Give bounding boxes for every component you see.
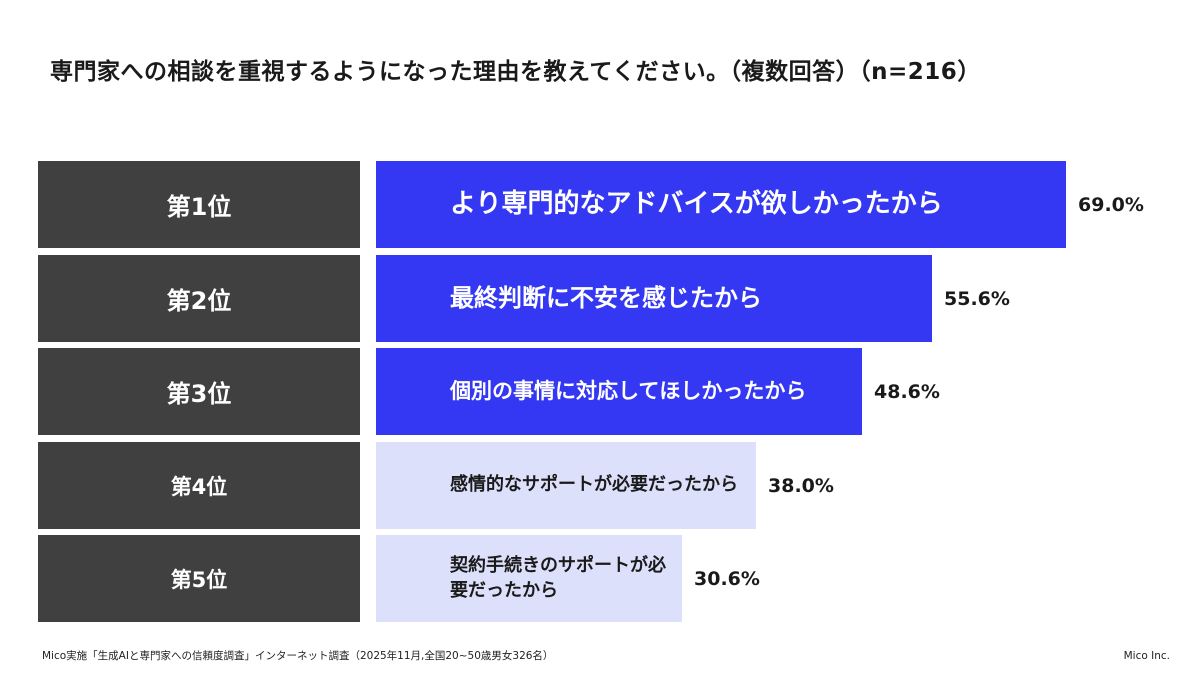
bar: 個別の事情に対応してほしかったから bbox=[376, 348, 862, 435]
value-label: 69.0% bbox=[1078, 193, 1144, 216]
value-label: 48.6% bbox=[874, 380, 940, 403]
bar: 感情的なサポートが必要だったから bbox=[376, 442, 756, 529]
chart-row: 第5位 契約手続きのサポートが必要だったから 30.6% bbox=[0, 535, 1200, 622]
rank-label: 第5位 bbox=[38, 535, 360, 622]
value-label: 30.6% bbox=[694, 567, 760, 590]
category-label: 最終判断に不安を感じたから bbox=[450, 284, 762, 313]
chart-row: 第1位 より専門的なアドバイスが欲しかったから 69.0% bbox=[0, 161, 1200, 248]
bar: 契約手続きのサポートが必要だったから bbox=[376, 535, 682, 622]
category-label: 個別の事情に対応してほしかったから bbox=[450, 379, 807, 404]
chart-row: 第4位 感情的なサポートが必要だったから 38.0% bbox=[0, 442, 1200, 529]
bar: 最終判断に不安を感じたから bbox=[376, 255, 932, 342]
category-label: より専門的なアドバイスが欲しかったから bbox=[450, 188, 943, 219]
company-name: Mico Inc. bbox=[1123, 650, 1170, 662]
bar: より専門的なアドバイスが欲しかったから bbox=[376, 161, 1066, 248]
value-label: 55.6% bbox=[944, 287, 1010, 310]
source-footnote: Mico実施「生成AIと専門家への信頼度調査」インターネット調査（2025年11… bbox=[42, 650, 554, 662]
rank-label: 第1位 bbox=[38, 161, 360, 248]
chart-row: 第2位 最終判断に不安を感じたから 55.6% bbox=[0, 255, 1200, 342]
value-label: 38.0% bbox=[768, 474, 834, 497]
chart-title: 専門家への相談を重視するようになった理由を教えてください。（複数回答）（n=21… bbox=[50, 59, 981, 85]
chart-row: 第3位 個別の事情に対応してほしかったから 48.6% bbox=[0, 348, 1200, 435]
rank-label: 第2位 bbox=[38, 255, 360, 342]
category-label: 契約手続きのサポートが必要だったから bbox=[450, 555, 666, 601]
category-label: 感情的なサポートが必要だったから bbox=[450, 474, 738, 496]
rank-label: 第3位 bbox=[38, 348, 360, 435]
rank-label: 第4位 bbox=[38, 442, 360, 529]
